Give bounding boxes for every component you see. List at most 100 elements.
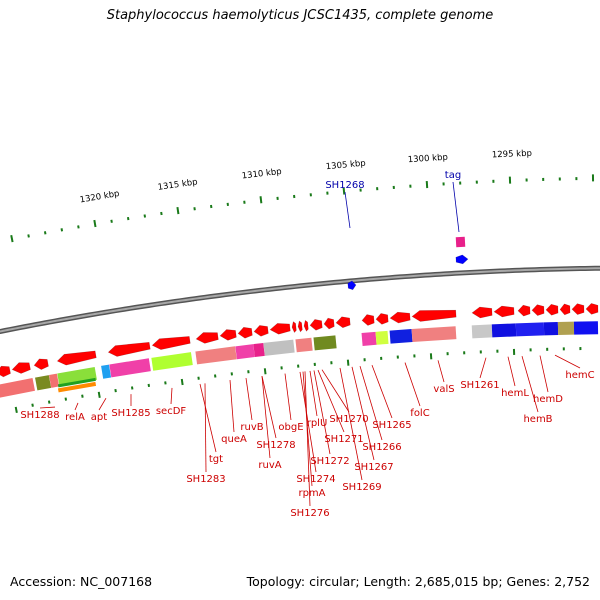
leader-line bbox=[229, 380, 235, 433]
reverse-gene-arrow bbox=[56, 350, 97, 366]
gene-label: SH1285 bbox=[111, 408, 150, 419]
leader-line bbox=[351, 366, 375, 461]
leader-line bbox=[521, 356, 539, 413]
major-tick bbox=[591, 174, 595, 182]
inner-tick bbox=[164, 381, 167, 385]
gene-label: ruvB bbox=[240, 422, 263, 433]
reverse-gene-arrow bbox=[219, 329, 237, 341]
gene-label: hemB bbox=[523, 414, 552, 425]
leader-line bbox=[507, 356, 516, 387]
gene-label: hemL bbox=[501, 388, 529, 399]
reverse-gene-arrow bbox=[291, 321, 297, 334]
inner-tick bbox=[380, 356, 383, 360]
cog-block bbox=[361, 331, 377, 346]
gene-label: queA bbox=[221, 434, 247, 445]
inner-tick bbox=[247, 370, 250, 374]
inner-tick bbox=[147, 383, 151, 388]
inner-tick bbox=[413, 354, 416, 358]
scale-label: 1295 kbp bbox=[492, 149, 532, 161]
major-tick bbox=[10, 235, 14, 243]
gene-label: SH1269 bbox=[342, 482, 381, 493]
gene-label: SH1266 bbox=[362, 442, 401, 453]
inner-tick bbox=[463, 351, 466, 355]
gene-label: rpmA bbox=[298, 488, 325, 499]
reverse-gene-arrow bbox=[389, 311, 411, 324]
reverse-gene-arrow bbox=[269, 323, 291, 335]
gene-label: rplU bbox=[307, 418, 328, 429]
inner-tick bbox=[230, 372, 233, 376]
cog-category-blocks bbox=[0, 321, 599, 399]
gene-label: SH1271 bbox=[324, 434, 363, 445]
gene-label: hemC bbox=[565, 370, 594, 381]
leader-line bbox=[339, 367, 363, 481]
backbone-highlight bbox=[0, 267, 600, 333]
minor-tick bbox=[525, 178, 528, 182]
inner-tick bbox=[114, 388, 117, 393]
cog-block bbox=[295, 337, 313, 353]
gene-label: SH1283 bbox=[186, 474, 225, 485]
forward-strand-genes bbox=[347, 236, 469, 291]
gene-label: valS bbox=[433, 384, 454, 395]
reverse-gene-arrow bbox=[361, 314, 375, 326]
reverse-gene-arrow bbox=[237, 327, 253, 339]
leader-line bbox=[74, 402, 79, 411]
major-tick bbox=[508, 176, 512, 184]
leader-line bbox=[313, 370, 331, 455]
leader-line bbox=[479, 357, 487, 379]
gene-label: SH1278 bbox=[256, 440, 295, 451]
gene-labels: SH1288 relA apt SH1285 secDFtgtSH1283queAruv… bbox=[20, 370, 594, 519]
reverse-gene-arrow bbox=[585, 303, 599, 315]
map-title: Staphylococcus haemolyticus JCSC1435, co… bbox=[106, 8, 494, 23]
inner-tick bbox=[529, 348, 532, 352]
gene-label: folC bbox=[410, 408, 429, 419]
gene-label: SH1267 bbox=[354, 462, 393, 473]
leader-line bbox=[204, 383, 207, 473]
major-tick bbox=[342, 187, 346, 195]
reverse-gene-arrow bbox=[309, 319, 323, 331]
cog-block bbox=[515, 322, 545, 337]
leader-line bbox=[321, 369, 350, 413]
minor-tick bbox=[376, 187, 379, 191]
minor-tick bbox=[442, 182, 445, 186]
leader-line bbox=[404, 362, 421, 407]
cog-block bbox=[57, 381, 97, 393]
gene-label: relA bbox=[65, 412, 85, 423]
major-tick bbox=[425, 180, 429, 189]
leader-line bbox=[554, 354, 581, 369]
gene-label: SH1274 bbox=[296, 474, 335, 485]
leader-line bbox=[344, 191, 351, 229]
reverse-gene-arrow bbox=[411, 309, 457, 322]
reverse-gene-arrow bbox=[11, 362, 31, 374]
leader-line bbox=[304, 371, 311, 507]
reverse-gene-arrow bbox=[493, 305, 515, 318]
reverse-gene-arrow bbox=[151, 336, 191, 350]
gene-label: SH1265 bbox=[372, 420, 411, 431]
minor-tick bbox=[60, 228, 64, 232]
gene-label: obgE bbox=[278, 422, 303, 433]
scale-labels: 1320 kbp 1315 kbp 1310 kbp 1305 kbp 1300 kbp… bbox=[79, 149, 532, 206]
reverse-gene-arrow bbox=[0, 365, 11, 378]
minor-tick bbox=[459, 181, 462, 185]
scale-label: 1305 kbp bbox=[325, 159, 366, 173]
minor-tick bbox=[110, 219, 113, 223]
top-gene-labels: SH1268 tag bbox=[325, 170, 461, 191]
label-leader-lines bbox=[39, 181, 581, 507]
minor-tick bbox=[392, 185, 395, 189]
reverse-gene-arrow bbox=[545, 303, 559, 316]
leader-line bbox=[199, 383, 217, 453]
cog-block bbox=[101, 364, 112, 379]
minor-tick bbox=[475, 180, 478, 184]
scale-label: 1310 kbp bbox=[241, 167, 282, 182]
major-tick bbox=[176, 206, 180, 215]
reverse-gene-arrow bbox=[375, 313, 389, 325]
minor-tick bbox=[558, 177, 561, 181]
inner-tick bbox=[14, 406, 18, 413]
inner-tick bbox=[512, 348, 516, 355]
leader-line bbox=[261, 376, 271, 459]
reverse-gene-arrow bbox=[253, 325, 269, 337]
minor-tick bbox=[326, 191, 329, 195]
minor-tick bbox=[43, 231, 47, 235]
gene-label: SH1270 bbox=[329, 414, 368, 425]
minor-tick bbox=[409, 184, 412, 188]
